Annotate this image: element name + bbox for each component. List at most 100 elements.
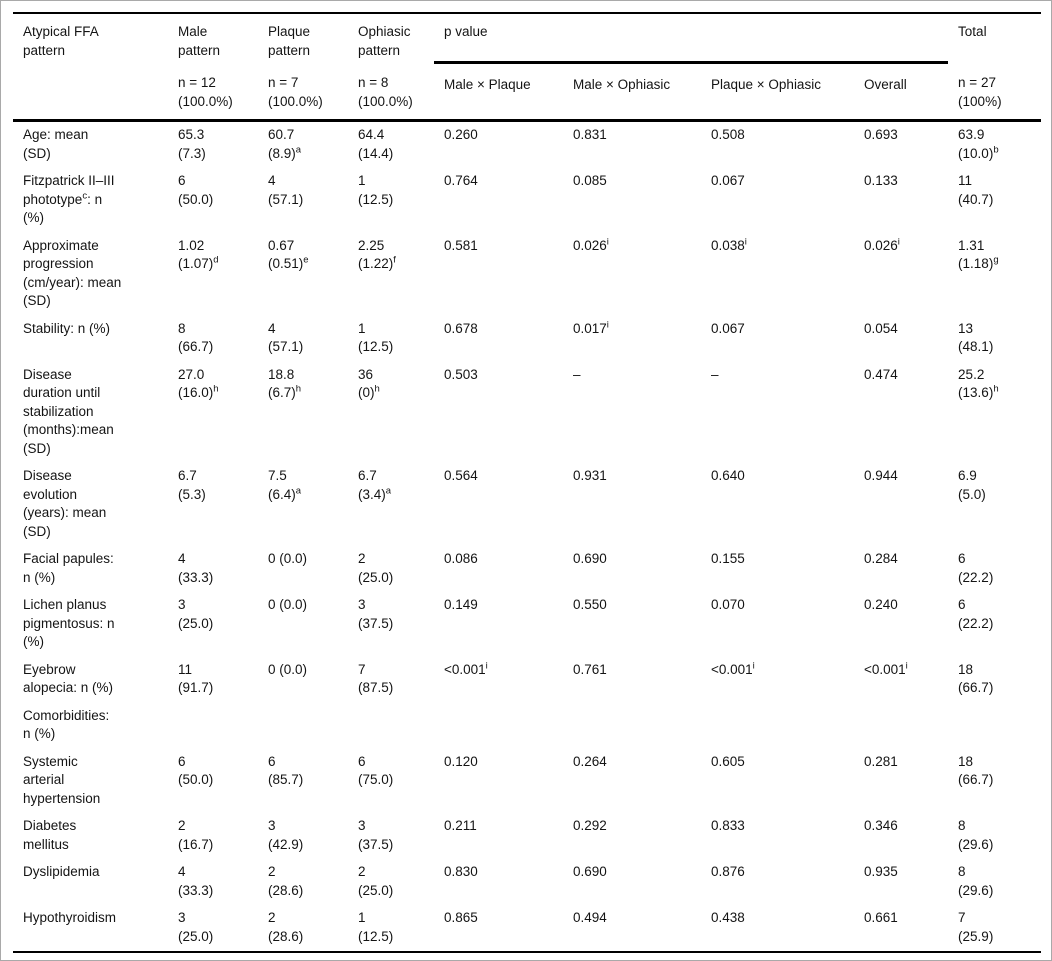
p-male-ophiasic-cell: – — [573, 366, 581, 382]
table-row: Systemic arterial hypertension 6 (50.0) … — [13, 749, 1041, 814]
ophiasic-pattern-cell: 3 (37.5) — [358, 597, 394, 631]
table-row: Age: mean (SD) 65.3 (7.3) 60.7 (8.9)a 64… — [13, 121, 1041, 169]
male-pattern-cell: 65.3 (7.3) — [178, 127, 206, 161]
p-male-plaque-cell: 0.564 — [444, 468, 478, 483]
subheader-male-plaque: Male × Plaque — [434, 62, 563, 122]
p-plaque-ophiasic-cell — [701, 703, 854, 749]
p-male-ophiasic-cell: 0.026i — [573, 236, 609, 253]
row-label: Disease duration until stabilization (mo… — [23, 366, 114, 456]
total-cell: 63.9 (10.0)b — [958, 127, 999, 161]
table-row: Approximate progression (cm/year): mean … — [13, 233, 1041, 316]
total-cell: 13 (48.1) — [958, 320, 994, 355]
ophiasic-pattern-cell: 2.25 (1.22)f — [358, 237, 396, 272]
male-pattern-cell: 6 (50.0) — [178, 753, 214, 788]
header-male-pattern: Male pattern — [178, 24, 221, 58]
subheader-total-n: n = 27 (100%) — [948, 62, 1042, 122]
plaque-pattern-cell: 2 (28.6) — [268, 864, 304, 898]
total-cell: 11 (40.7) — [958, 173, 994, 207]
row-label: Approximate progression (cm/year): mean … — [23, 237, 122, 309]
table-row: Disease evolution (years): mean (SD) 6.7… — [13, 463, 1041, 546]
total-cell: 6 (22.2) — [958, 597, 994, 631]
p-overall-cell: 0.281 — [864, 753, 898, 769]
plaque-pattern-cell: 0 (0.0) — [268, 597, 308, 612]
table-row: Eyebrow alopecia: n (%) 11 (91.7) 0 (0.0… — [13, 657, 1041, 703]
male-pattern-cell: 6.7 (5.3) — [178, 468, 206, 502]
male-pattern-cell: 11 (91.7) — [178, 661, 214, 696]
subheader-male-ophiasic: Male × Ophiasic — [563, 62, 701, 122]
p-male-plaque-cell: 0.764 — [444, 173, 478, 188]
male-pattern-cell: 6 (50.0) — [178, 173, 214, 207]
plaque-pattern-cell: 0.67 (0.51)e — [268, 237, 309, 272]
row-label: Facial papules: n (%) — [23, 551, 114, 585]
total-cell: 6 (22.2) — [958, 551, 994, 585]
p-male-ophiasic-cell: 0.017i — [573, 319, 609, 336]
table-row: Hypothyroidism 3 (25.0) 2 (28.6) 1 (12.5… — [13, 905, 1041, 952]
ophiasic-pattern-cell: 2 (25.0) — [358, 864, 394, 898]
male-pattern-cell: 8 (66.7) — [178, 320, 214, 355]
ophiasic-pattern-cell: 1 (12.5) — [358, 320, 394, 355]
p-overall-cell: 0.284 — [864, 551, 898, 566]
table-row: Fitzpatrick II–III phototypec: n (%) 6 (… — [13, 168, 1041, 233]
header-row-sub: n = 12 (100.0%) n = 7 (100.0%) n = 8 (10… — [13, 62, 1042, 122]
total-cell: 18 (66.7) — [958, 661, 994, 696]
ophiasic-pattern-cell — [348, 703, 434, 749]
p-male-plaque-cell: 0.120 — [444, 753, 478, 769]
p-plaque-ophiasic-cell: – — [711, 366, 719, 382]
header-total: Total — [958, 24, 987, 39]
total-cell: 8 (29.6) — [958, 818, 994, 852]
p-overall-cell: <0.001i — [864, 660, 908, 677]
male-pattern-cell: 2 (16.7) — [178, 818, 214, 852]
p-male-plaque-cell: 0.830 — [444, 864, 478, 879]
p-male-plaque-cell: 0.260 — [444, 127, 478, 142]
plaque-pattern-cell: 18.8 (6.7)h — [268, 366, 302, 401]
header-ophiasic-pattern: Ophiasic pattern — [358, 24, 411, 58]
p-plaque-ophiasic-cell: <0.001i — [711, 660, 755, 677]
ophiasic-pattern-cell: 1 (12.5) — [358, 173, 394, 207]
ophiasic-pattern-cell: 36 (0)h — [358, 366, 380, 401]
plaque-pattern-cell: 60.7 (8.9)a — [268, 127, 302, 161]
row-label: Dyslipidemia — [23, 864, 100, 879]
total-cell — [948, 703, 1041, 749]
table-body: Age: mean (SD) 65.3 (7.3) 60.7 (8.9)a 64… — [13, 121, 1041, 953]
p-overall-cell: 0.240 — [864, 597, 898, 612]
row-label: Systemic arterial hypertension — [23, 753, 101, 806]
table-row: Disease duration until stabilization (mo… — [13, 362, 1041, 464]
table-row: Dyslipidemia 4 (33.3) 2 (28.6) 2 (25.0) … — [13, 859, 1041, 905]
plaque-pattern-cell: 0 (0.0) — [268, 551, 308, 566]
male-pattern-cell — [168, 703, 258, 749]
p-male-plaque-cell: 0.581 — [444, 237, 478, 253]
p-male-ophiasic-cell: 0.292 — [573, 818, 607, 833]
row-label: Fitzpatrick II–III phototypec: n (%) — [23, 173, 115, 225]
p-plaque-ophiasic-cell: 0.438 — [711, 910, 745, 925]
plaque-pattern-cell: 0 (0.0) — [268, 661, 308, 677]
plaque-pattern-cell: 7.5 (6.4)a — [268, 468, 302, 502]
atypical-ffa-comparison-table: Atypical FFA pattern Male pattern Plaque… — [13, 12, 1042, 953]
p-overall-cell: 0.474 — [864, 366, 898, 382]
p-plaque-ophiasic-cell: 0.876 — [711, 864, 745, 879]
ophiasic-pattern-cell: 3 (37.5) — [358, 818, 394, 852]
p-male-ophiasic-cell: 0.494 — [573, 910, 607, 925]
male-pattern-cell: 1.02 (1.07)d — [178, 237, 219, 272]
p-plaque-ophiasic-cell: 0.508 — [711, 127, 745, 142]
total-cell: 7 (25.9) — [958, 910, 994, 944]
p-male-plaque-cell: 0.865 — [444, 910, 478, 925]
row-label: Stability: n (%) — [23, 320, 111, 336]
total-cell: 1.31 (1.18)g — [958, 237, 999, 272]
total-cell: 18 (66.7) — [958, 753, 994, 788]
table-header: Atypical FFA pattern Male pattern Plaque… — [13, 13, 1042, 122]
p-male-ophiasic-cell: 0.931 — [573, 468, 607, 483]
p-male-ophiasic-cell: 0.264 — [573, 753, 607, 769]
p-male-ophiasic-cell: 0.690 — [573, 551, 607, 566]
p-overall-cell: 0.693 — [864, 127, 898, 142]
ophiasic-pattern-cell: 64.4 (14.4) — [358, 127, 394, 161]
table-row: Lichen planus pigmentosus: n (%) 3 (25.0… — [13, 592, 1041, 657]
p-male-ophiasic-cell: 0.085 — [573, 173, 607, 188]
plaque-pattern-cell: 3 (42.9) — [268, 818, 304, 852]
p-overall-cell: 0.935 — [864, 864, 898, 879]
p-male-plaque-cell: 0.149 — [444, 597, 478, 612]
p-plaque-ophiasic-cell: 0.833 — [711, 818, 745, 833]
plaque-pattern-cell: 4 (57.1) — [268, 173, 304, 207]
p-male-plaque-cell: <0.001i — [444, 660, 488, 677]
table-row: Diabetes mellitus 2 (16.7) 3 (42.9) 3 (3… — [13, 813, 1041, 859]
